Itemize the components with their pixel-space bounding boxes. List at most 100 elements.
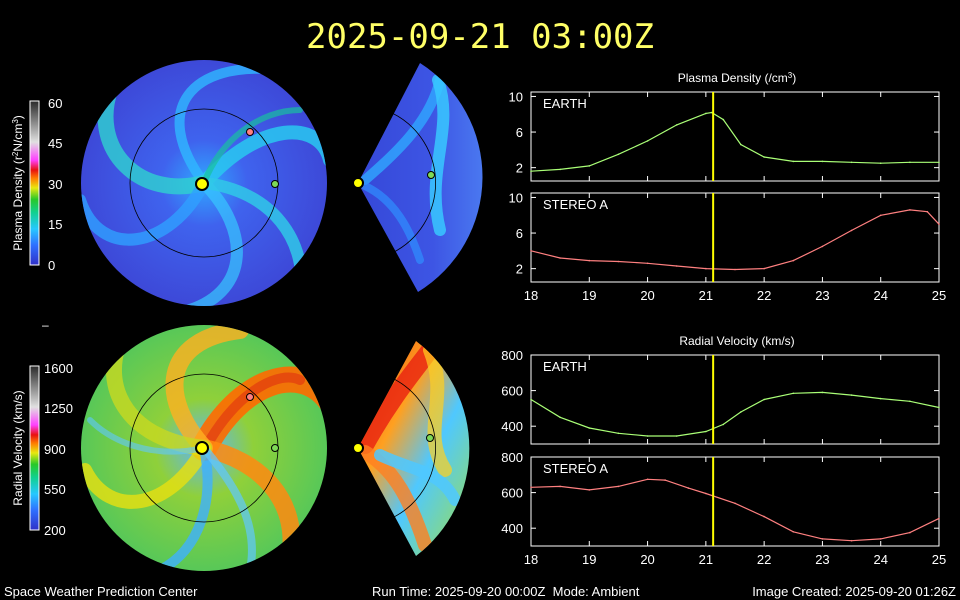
data-point xyxy=(675,265,678,267)
data-point xyxy=(879,214,882,217)
data-point xyxy=(530,170,532,172)
data-point xyxy=(664,479,666,481)
velocity-tick-label: 1250 xyxy=(44,401,73,416)
data-point xyxy=(675,435,678,437)
y-tick-label: 6 xyxy=(516,226,523,241)
data-point xyxy=(850,394,853,396)
density-meridional-plot xyxy=(352,63,483,292)
data-point xyxy=(559,168,561,171)
stereo-a-series-line xyxy=(530,478,940,542)
density-tick-label: 15 xyxy=(48,217,62,232)
data-point xyxy=(938,517,940,520)
x-tick-label: 20 xyxy=(640,288,654,303)
earth-marker xyxy=(426,434,434,442)
data-point xyxy=(617,260,620,263)
panel-frame xyxy=(530,354,940,445)
footer-organization: Space Weather Prediction Center xyxy=(4,584,198,599)
x-tick-label: 21 xyxy=(699,288,713,303)
panel-separator-mark: – xyxy=(42,318,49,332)
velocity-meridional-plot xyxy=(352,341,470,556)
data-point xyxy=(588,259,591,262)
data-point xyxy=(792,392,795,395)
y-tick-label: 400 xyxy=(501,419,523,434)
data-point xyxy=(734,268,736,271)
data-point xyxy=(850,229,853,232)
velocity-ecliptic-plot xyxy=(81,325,327,571)
data-point xyxy=(821,391,824,394)
data-point xyxy=(710,111,713,114)
data-point xyxy=(763,515,765,518)
meridional-orbit-arc xyxy=(391,112,436,254)
earth-marker xyxy=(271,180,279,188)
data-point xyxy=(675,124,678,126)
x-tick-label: 19 xyxy=(582,288,596,303)
data-point xyxy=(792,259,795,262)
density-timeseries-title: Plasma Density (/cm3) xyxy=(678,71,796,85)
data-point xyxy=(734,502,736,505)
x-tick-label: 18 xyxy=(524,288,538,303)
data-point xyxy=(909,161,911,164)
data-point xyxy=(530,250,532,252)
series-name: STEREO A xyxy=(543,461,608,476)
y-tick-label: 400 xyxy=(501,521,523,536)
data-point xyxy=(909,209,911,211)
data-point xyxy=(763,267,765,270)
data-point xyxy=(559,257,561,259)
velocity-tick-label: 200 xyxy=(44,523,66,538)
density-colorbar: Plasma Density (r2N/cm3) 60 45 30 15 0 xyxy=(11,96,62,273)
earth-series-line xyxy=(530,391,940,437)
x-tick-label: 23 xyxy=(815,552,829,567)
footer-created-time: Image Created: 2025-09-20 01:26Z xyxy=(752,584,956,599)
data-point xyxy=(909,400,911,403)
data-point xyxy=(588,427,591,429)
x-tick-label: 25 xyxy=(932,552,946,567)
density-ecliptic-plot xyxy=(81,60,327,306)
density-tick-label: 0 xyxy=(48,258,55,273)
data-point xyxy=(617,153,620,156)
x-tick-label: 24 xyxy=(873,288,887,303)
velocity-timeseries-title: Radial Velocity (km/s) xyxy=(679,334,794,348)
data-point xyxy=(559,416,561,419)
data-point xyxy=(588,165,591,167)
sun-marker xyxy=(195,177,209,191)
data-point xyxy=(687,487,690,489)
data-point xyxy=(617,485,620,488)
data-point xyxy=(938,406,940,409)
x-tick-label: 22 xyxy=(757,552,771,567)
data-point xyxy=(938,223,940,225)
data-point xyxy=(705,267,707,270)
data-point xyxy=(909,531,911,534)
data-point xyxy=(879,162,882,164)
series-name: EARTH xyxy=(543,96,587,111)
data-point xyxy=(792,531,795,533)
y-tick-label: 2 xyxy=(516,161,523,176)
earth-marker xyxy=(427,171,435,179)
y-tick-label: 10 xyxy=(509,190,523,205)
x-tick-label: 23 xyxy=(815,288,829,303)
density-colorbar-scale xyxy=(29,100,40,266)
data-point xyxy=(705,112,707,115)
density-tick-label: 30 xyxy=(48,177,62,192)
data-point xyxy=(763,398,765,401)
stereo-a-series-line xyxy=(530,209,940,271)
forecast-timestamp: 2025-09-21 03:00Z xyxy=(306,17,654,57)
footer-run-info: Run Time: 2025-09-20 00:00Z Mode: Ambien… xyxy=(372,584,640,599)
sun-marker xyxy=(352,442,364,454)
velocity-tick-label: 550 xyxy=(44,482,66,497)
x-tick-label: 24 xyxy=(873,552,887,567)
y-tick-label: 600 xyxy=(501,486,523,501)
data-point xyxy=(530,398,532,401)
panel-frame xyxy=(530,91,940,182)
x-tick-label: 19 xyxy=(582,552,596,567)
data-point xyxy=(740,411,742,413)
timeseries-charts: 10 6 2 EARTH 10 6 2 STEREO A 18 19 20 21 22 23 24 25 800… xyxy=(501,89,946,567)
y-tick-label: 2 xyxy=(516,262,523,277)
data-point xyxy=(821,160,824,163)
velocity-tick-label: 1600 xyxy=(44,361,73,376)
stereo-a-marker xyxy=(246,128,254,136)
x-tick-label: 22 xyxy=(757,288,771,303)
data-point xyxy=(821,245,824,248)
data-point xyxy=(879,397,882,400)
data-point xyxy=(705,492,707,495)
series-name: STEREO A xyxy=(543,197,608,212)
